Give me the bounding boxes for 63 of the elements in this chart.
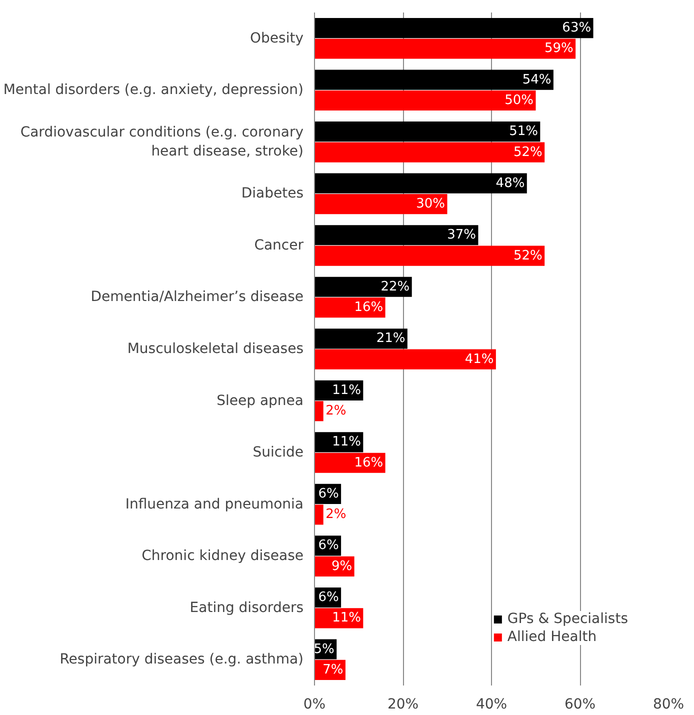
data-label: 6% [318, 538, 339, 554]
data-label: 22% [380, 279, 410, 294]
data-label: 30% [416, 196, 446, 212]
data-label: 37% [447, 228, 476, 243]
data-label: 50% [504, 93, 534, 108]
data-label: 51% [509, 124, 538, 140]
bar [314, 38, 576, 59]
data-label: 41% [464, 352, 494, 367]
bar [314, 225, 478, 246]
bar [314, 504, 324, 525]
bar [314, 298, 386, 318]
data-label: 9% [331, 558, 352, 574]
data-label: 59% [544, 41, 574, 56]
x-tick-label: 80% [652, 696, 684, 712]
data-label: 2% [326, 404, 346, 419]
y-tick-label: Cancer [254, 237, 304, 254]
bar [314, 173, 527, 194]
y-tick-label: Influenza and pneumonia [125, 496, 304, 512]
bar [314, 276, 412, 297]
x-tick-label: 40% [476, 696, 508, 712]
bar [314, 194, 448, 214]
bar [314, 246, 545, 266]
data-label: 16% [354, 455, 384, 470]
y-tick-label: Eating disorders [190, 600, 304, 616]
bar [314, 349, 496, 370]
y-tick-label: Suicide [252, 444, 304, 461]
data-label: 11% [332, 382, 361, 398]
x-tick-label: 0% [303, 696, 326, 712]
data-label: 52% [513, 144, 542, 160]
x-tick-label: 20% [387, 696, 419, 712]
bar [314, 122, 540, 142]
bar [314, 70, 554, 90]
bar [314, 452, 386, 473]
data-label: 16% [354, 300, 384, 316]
data-label: 48% [496, 176, 525, 191]
legend-label: GPs & Specialists [507, 611, 628, 627]
data-label: 2% [326, 507, 346, 522]
bar [314, 328, 408, 349]
x-tick-label: 60% [564, 696, 596, 712]
bar [314, 401, 324, 422]
y-tick-label: Diabetes [241, 186, 304, 202]
y-tick-label: Sleep apnea [216, 392, 304, 409]
data-label: 63% [562, 20, 592, 36]
y-tick-label: Respiratory diseases (e.g. asthma) [60, 652, 304, 668]
data-label: 7% [322, 662, 344, 678]
data-label: 5% [314, 642, 334, 657]
y-tick-label: Musculoskeletal diseases [127, 341, 304, 357]
data-label: 6% [318, 486, 339, 502]
bar [314, 18, 594, 38]
y-tick-label: Obesity [250, 30, 304, 46]
data-label: 11% [332, 434, 361, 450]
legend-label: Allied Health [507, 629, 597, 645]
y-tick-label: Cardiovascular conditions (e.g. coronary heart disease, stroke) [20, 124, 304, 160]
data-label: 21% [376, 331, 406, 346]
y-tick-label: Chronic kidney disease [142, 548, 304, 564]
data-label: 6% [318, 590, 339, 605]
data-label: 54% [522, 72, 552, 88]
bar [314, 90, 536, 111]
y-tick-label: Dementia/Alzheimer’s disease [90, 289, 304, 306]
data-label: 52% [513, 248, 542, 264]
y-tick-label: Mental disorders (e.g. anxiety, depression) [3, 82, 304, 98]
data-label: 11% [332, 610, 361, 626]
bar [314, 142, 545, 162]
